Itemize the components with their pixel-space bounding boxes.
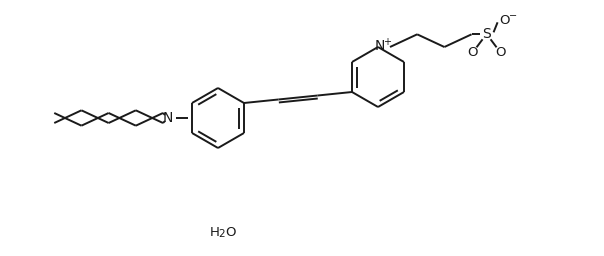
Text: S: S: [482, 27, 491, 41]
Text: 2: 2: [219, 229, 225, 239]
Text: N: N: [375, 39, 385, 53]
Text: +: +: [383, 37, 391, 47]
Text: O: O: [467, 46, 478, 59]
Text: O: O: [495, 46, 506, 59]
Text: H: H: [210, 226, 220, 239]
Text: O: O: [225, 226, 235, 239]
Text: −: −: [509, 11, 516, 21]
Text: O: O: [500, 14, 510, 27]
Text: N: N: [163, 111, 173, 125]
